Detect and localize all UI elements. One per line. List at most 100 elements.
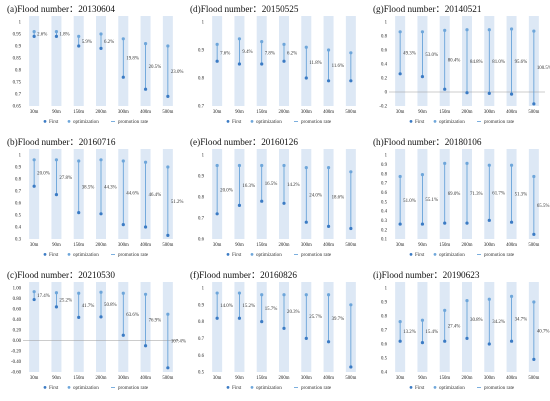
optimization-point [121,291,125,295]
first-point [77,44,81,48]
y-tick-label: 0.4 [381,63,388,68]
y-tick-label: 0.8 [381,172,388,177]
x-tick-label: 300m [118,110,129,115]
category-band [96,282,106,372]
first-point [282,59,286,63]
x-tick-label: 400m [323,376,334,381]
optimization-point [487,297,491,301]
optimization-point [465,28,469,32]
promotion-rate-label: 51.2% [171,200,184,205]
legend-first-label: First [415,252,425,258]
y-tick-label: 0.8 [15,69,22,74]
x-tick-label: 300m [301,243,312,248]
y-tick-label: 0.5 [15,214,22,219]
y-tick-label: 0.7 [198,105,205,110]
x-tick-label: 300m [484,243,495,248]
chart-title: (i)Flood number：20190623 [373,270,480,280]
x-tick-label: 400m [506,243,517,248]
y-tick-label: -0.60 [11,371,22,376]
legend-first-label: First [49,119,59,125]
legend-optimization-marker [67,386,71,389]
first-point [237,316,242,320]
y-tick-label: 1 [202,154,205,159]
first-point [166,366,170,370]
legend-promotion-label: promotion rate [484,385,515,391]
category-band [96,16,106,106]
x-tick-label: 400m [506,376,517,381]
optimization-point [509,163,514,167]
x-tick-label: 200m [462,376,473,381]
x-tick-label: 500m [345,376,356,381]
optimization-point [260,293,264,297]
first-point [532,357,536,361]
optimization-point [509,294,514,298]
x-tick-label: 150m [73,376,84,381]
chart-panel: (i)Flood number：20190623 0.4 0.5 0.6 0.7 0.8 0… [373,270,549,391]
promotion-rate-label: 25.2% [59,298,72,303]
first-point [487,342,491,346]
x-tick-label: 90m [52,110,61,115]
x-tick-label: 500m [162,243,173,248]
promotion-rate-label: 65.5% [537,204,550,209]
y-tick-label: 0.7 [198,337,205,342]
legend-optimization-marker [67,120,71,123]
promotion-rate-label: 80.4% [448,58,461,63]
first-point [420,75,425,79]
promotion-rate-label: 1.8% [59,33,69,38]
promotion-rate-label: 46.4% [149,193,162,198]
legend-promotion-label: promotion rate [118,119,149,125]
optimization-point [99,32,103,36]
legend-promotion-label: promotion rate [484,252,515,258]
chart-title: (b)Flood number：20160716 [7,137,116,147]
x-tick-label: 200m [96,110,107,115]
optimization-point [166,312,170,316]
y-tick-label: 0.5 [198,371,205,376]
optimization-point [420,318,425,322]
x-tick-label: 90m [235,376,244,381]
legend-optimization-label: optimization [73,385,99,391]
y-tick-label: 1 [19,154,22,159]
legend-first-label: First [49,385,59,391]
first-point [282,326,286,330]
legend-first-marker [43,120,47,123]
x-tick-label: 400m [140,110,151,115]
promotion-rate-label: 6.2% [287,51,297,56]
promotion-rate-label: 107.4% [171,340,186,345]
promotion-rate-label: 20.5% [149,65,162,70]
promotion-rate-label: 30.8% [470,318,483,323]
first-point [282,201,286,205]
optimization-point [32,290,36,294]
optimization-point [99,290,103,294]
first-point [237,203,242,207]
legend-first-label: First [415,385,425,391]
x-tick-label: 300m [301,376,312,381]
optimization-point [282,163,286,168]
promotion-rate-label: 14.2% [287,183,300,188]
promotion-rate-label: 9.4% [242,50,252,55]
y-tick-label: 0.4 [15,226,22,231]
promotion-rate-label: 5.9% [82,40,92,45]
y-tick-label: -0.40 [11,360,22,365]
legend-optimization-label: optimization [256,119,282,125]
x-tick-label: 200m [279,243,290,248]
first-point [326,340,331,344]
first-point [304,220,308,224]
x-tick-label: 150m [73,243,84,248]
first-point [465,336,469,340]
optimization-point [215,163,219,168]
y-tick-label: 0.2 [381,228,388,233]
x-tick-label: 400m [140,243,151,248]
y-tick-label: 1 [19,21,22,26]
x-tick-label: 400m [323,243,334,248]
x-tick-label: 200m [279,376,290,381]
optimization-point [282,42,286,47]
x-tick-label: 30m [213,243,222,248]
legend-optimization-label: optimization [73,252,99,258]
first-point [77,211,81,215]
y-tick-label: 0.4 [381,371,388,376]
first-point [54,193,59,197]
optimization-point [398,30,402,34]
promotion-rate-label: 18.6% [332,196,345,201]
first-point [32,184,36,188]
